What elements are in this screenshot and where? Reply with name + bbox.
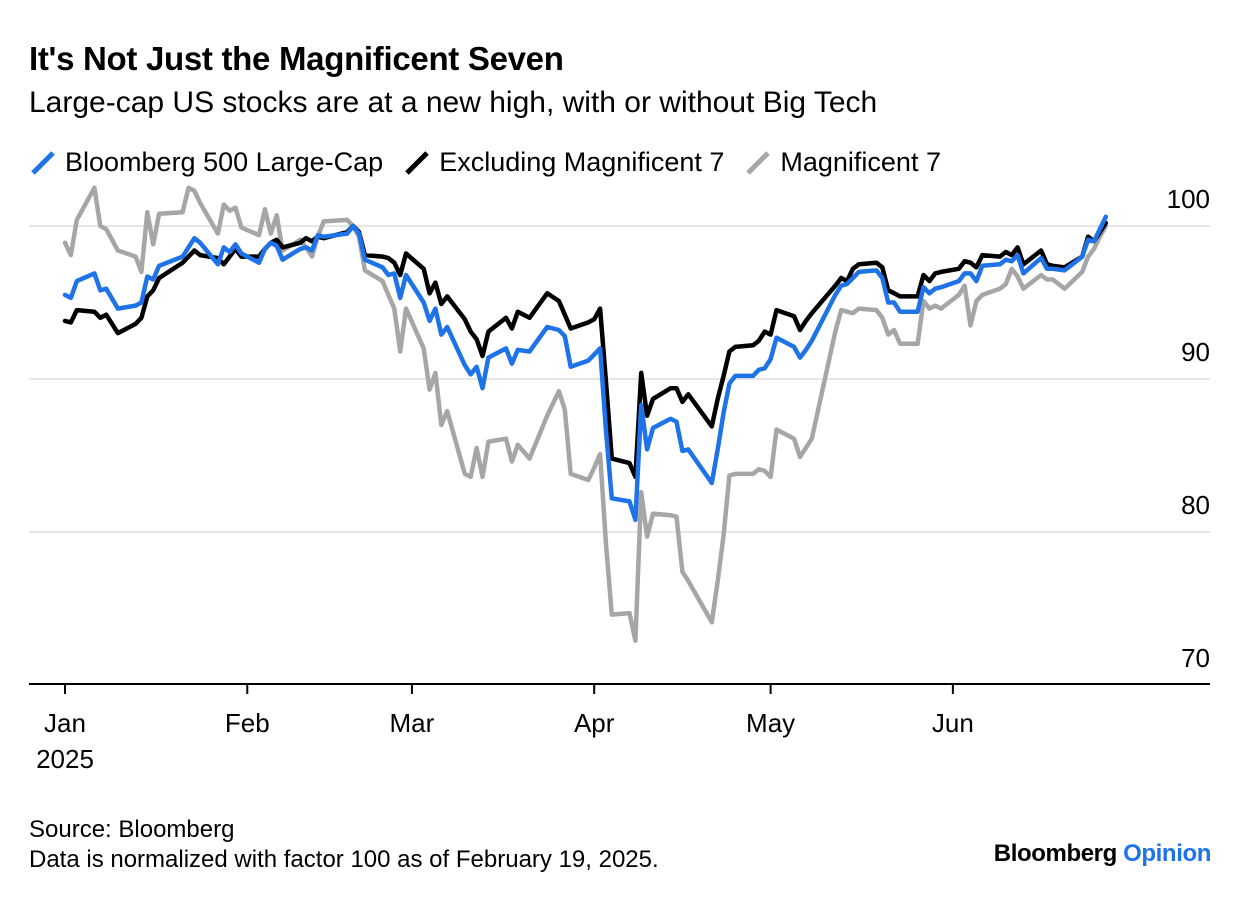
legend-swatch-ex-mag7 (405, 150, 429, 175)
y-tick-label-90: 90 (1181, 337, 1210, 367)
brand-name: Bloomberg (993, 840, 1117, 867)
bloomberg-opinion-logo: Bloomberg Opinion (993, 840, 1212, 868)
legend-swatch-mag7 (746, 150, 771, 175)
series-line-mag7 (62, 185, 1109, 643)
legend: Bloomberg 500 Large-Cap Excluding Magnif… (29, 147, 961, 178)
chart-title: It's Not Just the Magnificent Seven (29, 40, 564, 77)
legend-item-large-cap: Bloomberg 500 Large-Cap (29, 147, 383, 178)
source-note: Source: Bloomberg Data is normalized wit… (29, 815, 659, 875)
y-tick-label-100: 100 (1167, 184, 1210, 214)
y-tick-label-70: 70 (1181, 643, 1210, 673)
legend-item-mag7: Magnificent 7 (744, 147, 941, 178)
series-line-large-cap (62, 214, 1109, 523)
legend-label-ex-mag7: Excluding Magnificent 7 (439, 147, 725, 177)
x-tick-label-feb: Feb (225, 708, 270, 738)
brand-suffix: Opinion (1123, 840, 1211, 867)
x-tick-year-label: 2025 (36, 744, 94, 774)
x-tick-label-apr: Apr (574, 708, 615, 738)
normalization-note: Data is normalized with factor 100 as of… (29, 846, 659, 873)
legend-label-mag7: Magnificent 7 (780, 147, 941, 177)
y-tick-label-80: 80 (1181, 490, 1210, 520)
chart-subtitle: Large-cap US stocks are at a new high, w… (29, 86, 878, 119)
x-tick-label-jun: Jun (932, 708, 974, 738)
x-tick-label-may: May (746, 708, 795, 738)
x-tick-label-jan: Jan (44, 708, 86, 738)
legend-label-large-cap: Bloomberg 500 Large-Cap (65, 147, 384, 177)
legend-swatch-large-cap (31, 150, 55, 175)
source-text: Source: Bloomberg (29, 816, 235, 843)
x-tick-label-mar: Mar (390, 708, 435, 738)
legend-item-ex-mag7: Excluding Magnificent 7 (403, 147, 724, 178)
